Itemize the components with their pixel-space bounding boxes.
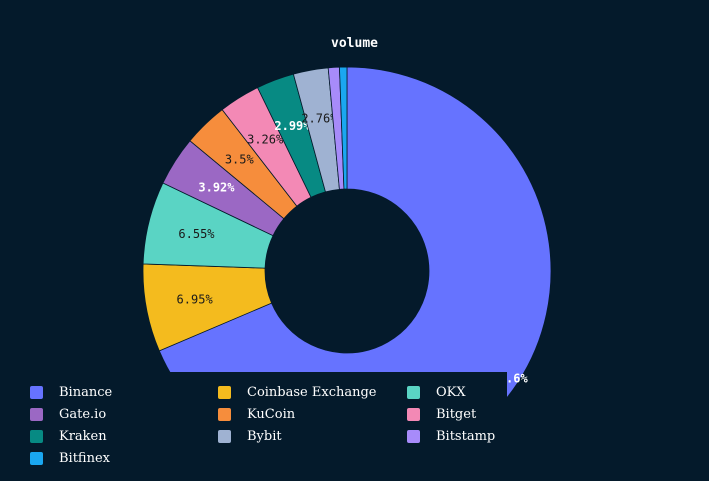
legend-label: Binance	[59, 384, 113, 400]
legend-swatch	[30, 451, 43, 465]
legend: Binance Coinbase Exchange OKX Gate.io KuCoin…	[0, 372, 507, 481]
legend-item[interactable]: Binance	[30, 382, 112, 402]
slice-label: 6.95%	[177, 292, 214, 306]
legend-swatch	[218, 429, 231, 443]
slice-bitfinex[interactable]	[339, 66, 348, 190]
legend-swatch	[407, 407, 420, 421]
legend-label: Bitstamp	[436, 428, 496, 444]
legend-swatch	[30, 407, 43, 421]
legend-swatch	[30, 429, 43, 443]
legend-label: Bitget	[436, 406, 477, 422]
legend-item[interactable]: Gate.io	[30, 404, 106, 424]
slice-label: 6.55%	[178, 227, 215, 241]
legend-swatch	[30, 385, 43, 399]
legend-label: Coinbase Exchange	[247, 384, 377, 400]
legend-swatch	[218, 385, 231, 399]
legend-item[interactable]: Kraken	[30, 426, 107, 446]
legend-item[interactable]: Bitfinex	[30, 448, 110, 468]
legend-swatch	[407, 385, 420, 399]
slice-label: 2.76%	[301, 111, 338, 125]
slice-label: 3.92%	[198, 180, 235, 194]
legend-item[interactable]: Bybit	[218, 426, 282, 446]
legend-item[interactable]: KuCoin	[218, 404, 295, 424]
chart-title: volume	[331, 36, 378, 51]
slice-label: 2.99%	[274, 119, 311, 133]
legend-swatch	[218, 407, 231, 421]
legend-label: Kraken	[59, 428, 107, 444]
legend-item[interactable]: OKX	[407, 382, 466, 402]
legend-item[interactable]: Bitstamp	[407, 426, 495, 446]
legend-label: Gate.io	[59, 406, 107, 422]
legend-label: Bitfinex	[59, 450, 111, 466]
slice-label: 3.5%	[225, 153, 255, 167]
legend-item[interactable]: Coinbase Exchange	[218, 382, 377, 402]
slice-label: 3.26%	[247, 132, 284, 146]
legend-swatch	[407, 429, 420, 443]
legend-label: OKX	[436, 384, 466, 400]
legend-label: Bybit	[247, 428, 282, 444]
legend-label: KuCoin	[247, 406, 296, 422]
legend-item[interactable]: Bitget	[407, 404, 476, 424]
